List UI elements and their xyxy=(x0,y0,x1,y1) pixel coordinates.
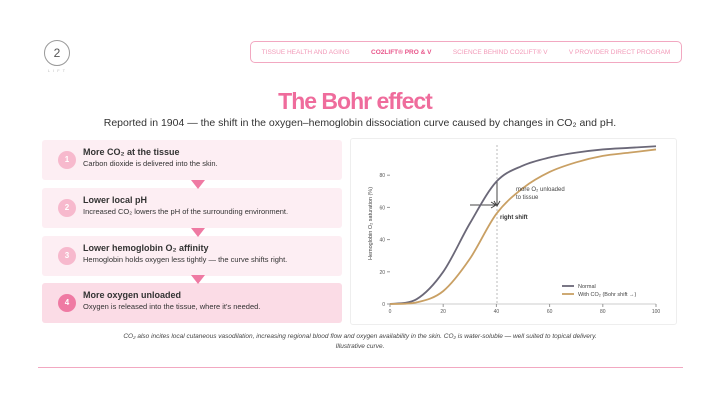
divider xyxy=(38,367,683,368)
step-text: Oxygen is released into the tissue, wher… xyxy=(83,302,261,311)
chevron xyxy=(191,228,205,237)
nav-bar: TISSUE HEALTH AND AGING CO2LIFT® PRO & V S… xyxy=(250,41,682,63)
y-tick-label: 40 xyxy=(379,238,385,244)
logo: 2 xyxy=(44,40,70,66)
step-number: 4 xyxy=(58,294,76,312)
footnote: CO₂ also incites local cutaneous vasodil… xyxy=(123,333,597,350)
step-text: Increased CO₂ lowers the pH of the surro… xyxy=(83,207,289,216)
x-tick-label: 100 xyxy=(652,309,661,315)
step-number: 1 xyxy=(58,151,76,169)
nav-item[interactable]: SCIENCE BEHIND CO2LIFT® V xyxy=(452,48,548,56)
y-tick-label: 0 xyxy=(382,302,385,308)
x-tick-label: 60 xyxy=(547,309,553,315)
y-tick-label: 80 xyxy=(379,173,385,179)
x-tick-label: 20 xyxy=(440,309,446,315)
annotation: more O₂ unloaded to tissue xyxy=(516,187,565,201)
arrow-head xyxy=(490,201,497,209)
x-tick-label: 0 xyxy=(389,309,392,315)
step-card: 2 Lower local pH Increased CO₂ lowers the … xyxy=(42,188,342,228)
y-tick-label: 20 xyxy=(379,270,385,276)
x-tick-label: 80 xyxy=(600,309,606,315)
chevron xyxy=(191,275,205,284)
nav-item[interactable]: V PROVIDER DIRECT PROGRAM xyxy=(568,48,671,56)
step-title: Lower hemoglobin O₂ affinity xyxy=(83,243,209,253)
line-series xyxy=(389,145,657,305)
x-tick-label: 40 xyxy=(494,309,500,315)
nav-item[interactable]: TISSUE HEALTH AND AGING xyxy=(261,48,350,56)
arrow-head xyxy=(493,200,501,207)
step-number: 2 xyxy=(58,199,76,217)
step-title: Lower local pH xyxy=(83,195,148,205)
step-title: More oxygen unloaded xyxy=(83,290,182,300)
title: The Bohr effect xyxy=(278,88,433,114)
step-card: 4 More oxygen unloaded Oxygen is released … xyxy=(42,283,342,323)
subtitle: Reported in 1904 — the shift in the oxyg… xyxy=(103,117,617,129)
step-text: Carbon dioxide is delivered into the ski… xyxy=(83,159,218,168)
y-axis-label: Hemoglobin O₂ saturation (%) xyxy=(368,187,374,260)
y-tick-label: 60 xyxy=(379,205,385,211)
chart-panel xyxy=(350,138,677,325)
step-text: Hemoglobin holds oxygen less tightly — t… xyxy=(83,255,288,264)
nav-item[interactable]: CO2LIFT® PRO & V xyxy=(371,48,432,56)
logo-text: LIFT xyxy=(47,68,69,73)
step-card: 1 More CO₂ at the tissue Carbon dioxide is… xyxy=(42,140,342,180)
annotation: right shift xyxy=(500,215,528,221)
step-title: More CO₂ at the tissue xyxy=(83,147,180,157)
step-number: 3 xyxy=(58,247,76,265)
legend-label: Normal xyxy=(578,284,596,290)
chevron xyxy=(191,180,205,189)
line-series xyxy=(389,148,657,305)
step-card: 3 Lower hemoglobin O₂ affinity Hemoglobin … xyxy=(42,236,342,276)
legend-label: With CO₂ (Bohr shift →) xyxy=(578,292,637,298)
